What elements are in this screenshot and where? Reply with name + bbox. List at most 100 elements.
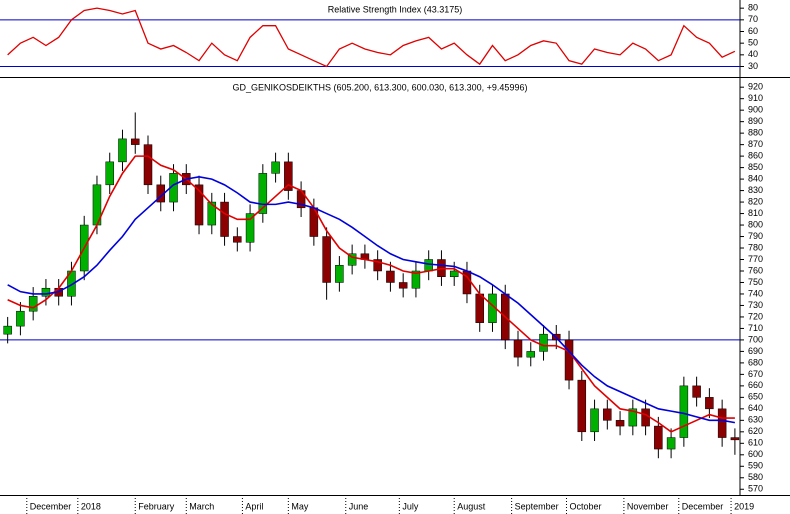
y-tick-label: 860 (748, 150, 763, 160)
y-tick-label: 670 (748, 369, 763, 379)
x-tick-label: 2019 (734, 501, 754, 511)
candle-body (449, 270, 459, 277)
moving-average (7, 155, 735, 433)
y-tick-label: 70 (748, 14, 758, 24)
candle-body (475, 293, 484, 323)
candle-body (233, 236, 242, 243)
y-tick-label: 770 (748, 254, 763, 264)
candle-body (577, 379, 587, 433)
y-tick-label: 750 (748, 277, 763, 287)
x-tick-label: May (291, 501, 309, 511)
candle-body (284, 161, 293, 191)
moving-average (7, 175, 736, 424)
y-tick-label: 600 (748, 449, 763, 459)
candle-body (590, 408, 599, 433)
x-tick-label: June (349, 501, 369, 511)
candle-body (692, 385, 701, 398)
rsi-title: Relative Strength Index (43.3175) (328, 4, 463, 14)
candle-body (3, 325, 12, 335)
candle-body (271, 161, 280, 174)
x-tick-label: July (402, 501, 419, 511)
y-tick-label: 900 (748, 105, 763, 115)
x-tick-label: October (569, 501, 601, 511)
candle-body (118, 138, 127, 163)
x-tick-label: 2018 (81, 501, 101, 511)
y-tick-label: 880 (748, 128, 763, 138)
x-tick-label: September (515, 501, 559, 511)
y-tick-label: 680 (748, 357, 763, 367)
candle-body (373, 259, 382, 272)
candle-body (603, 408, 612, 421)
candle-body (258, 173, 268, 214)
y-tick-label: 650 (748, 392, 763, 402)
x-tick-label: December (682, 501, 724, 511)
y-tick-label: 30 (748, 61, 758, 71)
y-tick-label: 840 (748, 173, 763, 183)
y-tick-label: 700 (748, 334, 763, 344)
y-tick-label: 710 (748, 323, 763, 333)
y-tick-label: 920 (748, 82, 763, 92)
y-tick-label: 620 (748, 426, 763, 436)
y-tick-label: 890 (748, 116, 763, 126)
candle-body (513, 339, 523, 358)
y-tick-label: 660 (748, 380, 763, 390)
x-tick-label: April (245, 501, 263, 511)
candle-body (105, 161, 114, 186)
candle-body (717, 408, 727, 438)
candle-body (220, 201, 229, 237)
y-tick-label: 630 (748, 415, 763, 425)
candle-body (347, 253, 357, 266)
candle-body (41, 287, 51, 297)
x-tick-label: August (457, 501, 486, 511)
y-tick-label: 810 (748, 208, 763, 218)
y-tick-label: 60 (748, 26, 758, 36)
candle-body (322, 236, 331, 283)
candle-body (526, 351, 536, 358)
y-tick-label: 800 (748, 219, 763, 229)
y-tick-label: 830 (748, 185, 763, 195)
candle-body (130, 138, 140, 145)
y-tick-label: 570 (748, 484, 763, 494)
y-tick-label: 780 (748, 242, 763, 252)
candle-body (245, 213, 255, 243)
candle-body (666, 437, 676, 450)
candle-body (335, 264, 344, 283)
candle-body (386, 270, 395, 283)
y-tick-label: 690 (748, 346, 763, 356)
candle-body (628, 408, 638, 427)
x-tick-label: December (30, 501, 72, 511)
candle-body (730, 437, 740, 441)
y-tick-label: 40 (748, 49, 758, 59)
candle-body (654, 425, 663, 450)
x-tick-label: February (138, 501, 175, 511)
rsi-line (7, 7, 736, 68)
y-tick-label: 80 (748, 3, 758, 13)
candle-body (539, 333, 548, 352)
y-tick-label: 820 (748, 196, 763, 206)
candle-body (615, 420, 625, 427)
y-tick-label: 850 (748, 162, 763, 172)
candle-body (411, 270, 421, 289)
y-tick-label: 740 (748, 288, 763, 298)
y-tick-label: 730 (748, 300, 763, 310)
candle-body (398, 282, 408, 289)
candle-body (28, 296, 38, 312)
y-tick-label: 790 (748, 231, 763, 241)
y-tick-label: 760 (748, 265, 763, 275)
candle-body (705, 397, 714, 410)
candle-body (641, 408, 650, 427)
candle-body (564, 339, 574, 381)
price-title: GD_GENIKOSDEIKTHS (605.200, 613.300, 600… (233, 82, 528, 92)
x-tick-label: March (189, 501, 214, 511)
y-tick-label: 590 (748, 461, 763, 471)
candle-body (679, 385, 689, 438)
y-tick-label: 640 (748, 403, 763, 413)
candle-body (207, 201, 217, 226)
x-tick-label: November (627, 501, 669, 511)
candle-body (143, 144, 153, 186)
y-tick-label: 910 (748, 93, 763, 103)
y-tick-label: 580 (748, 472, 763, 482)
y-tick-label: 610 (748, 438, 763, 448)
y-tick-label: 720 (748, 311, 763, 321)
